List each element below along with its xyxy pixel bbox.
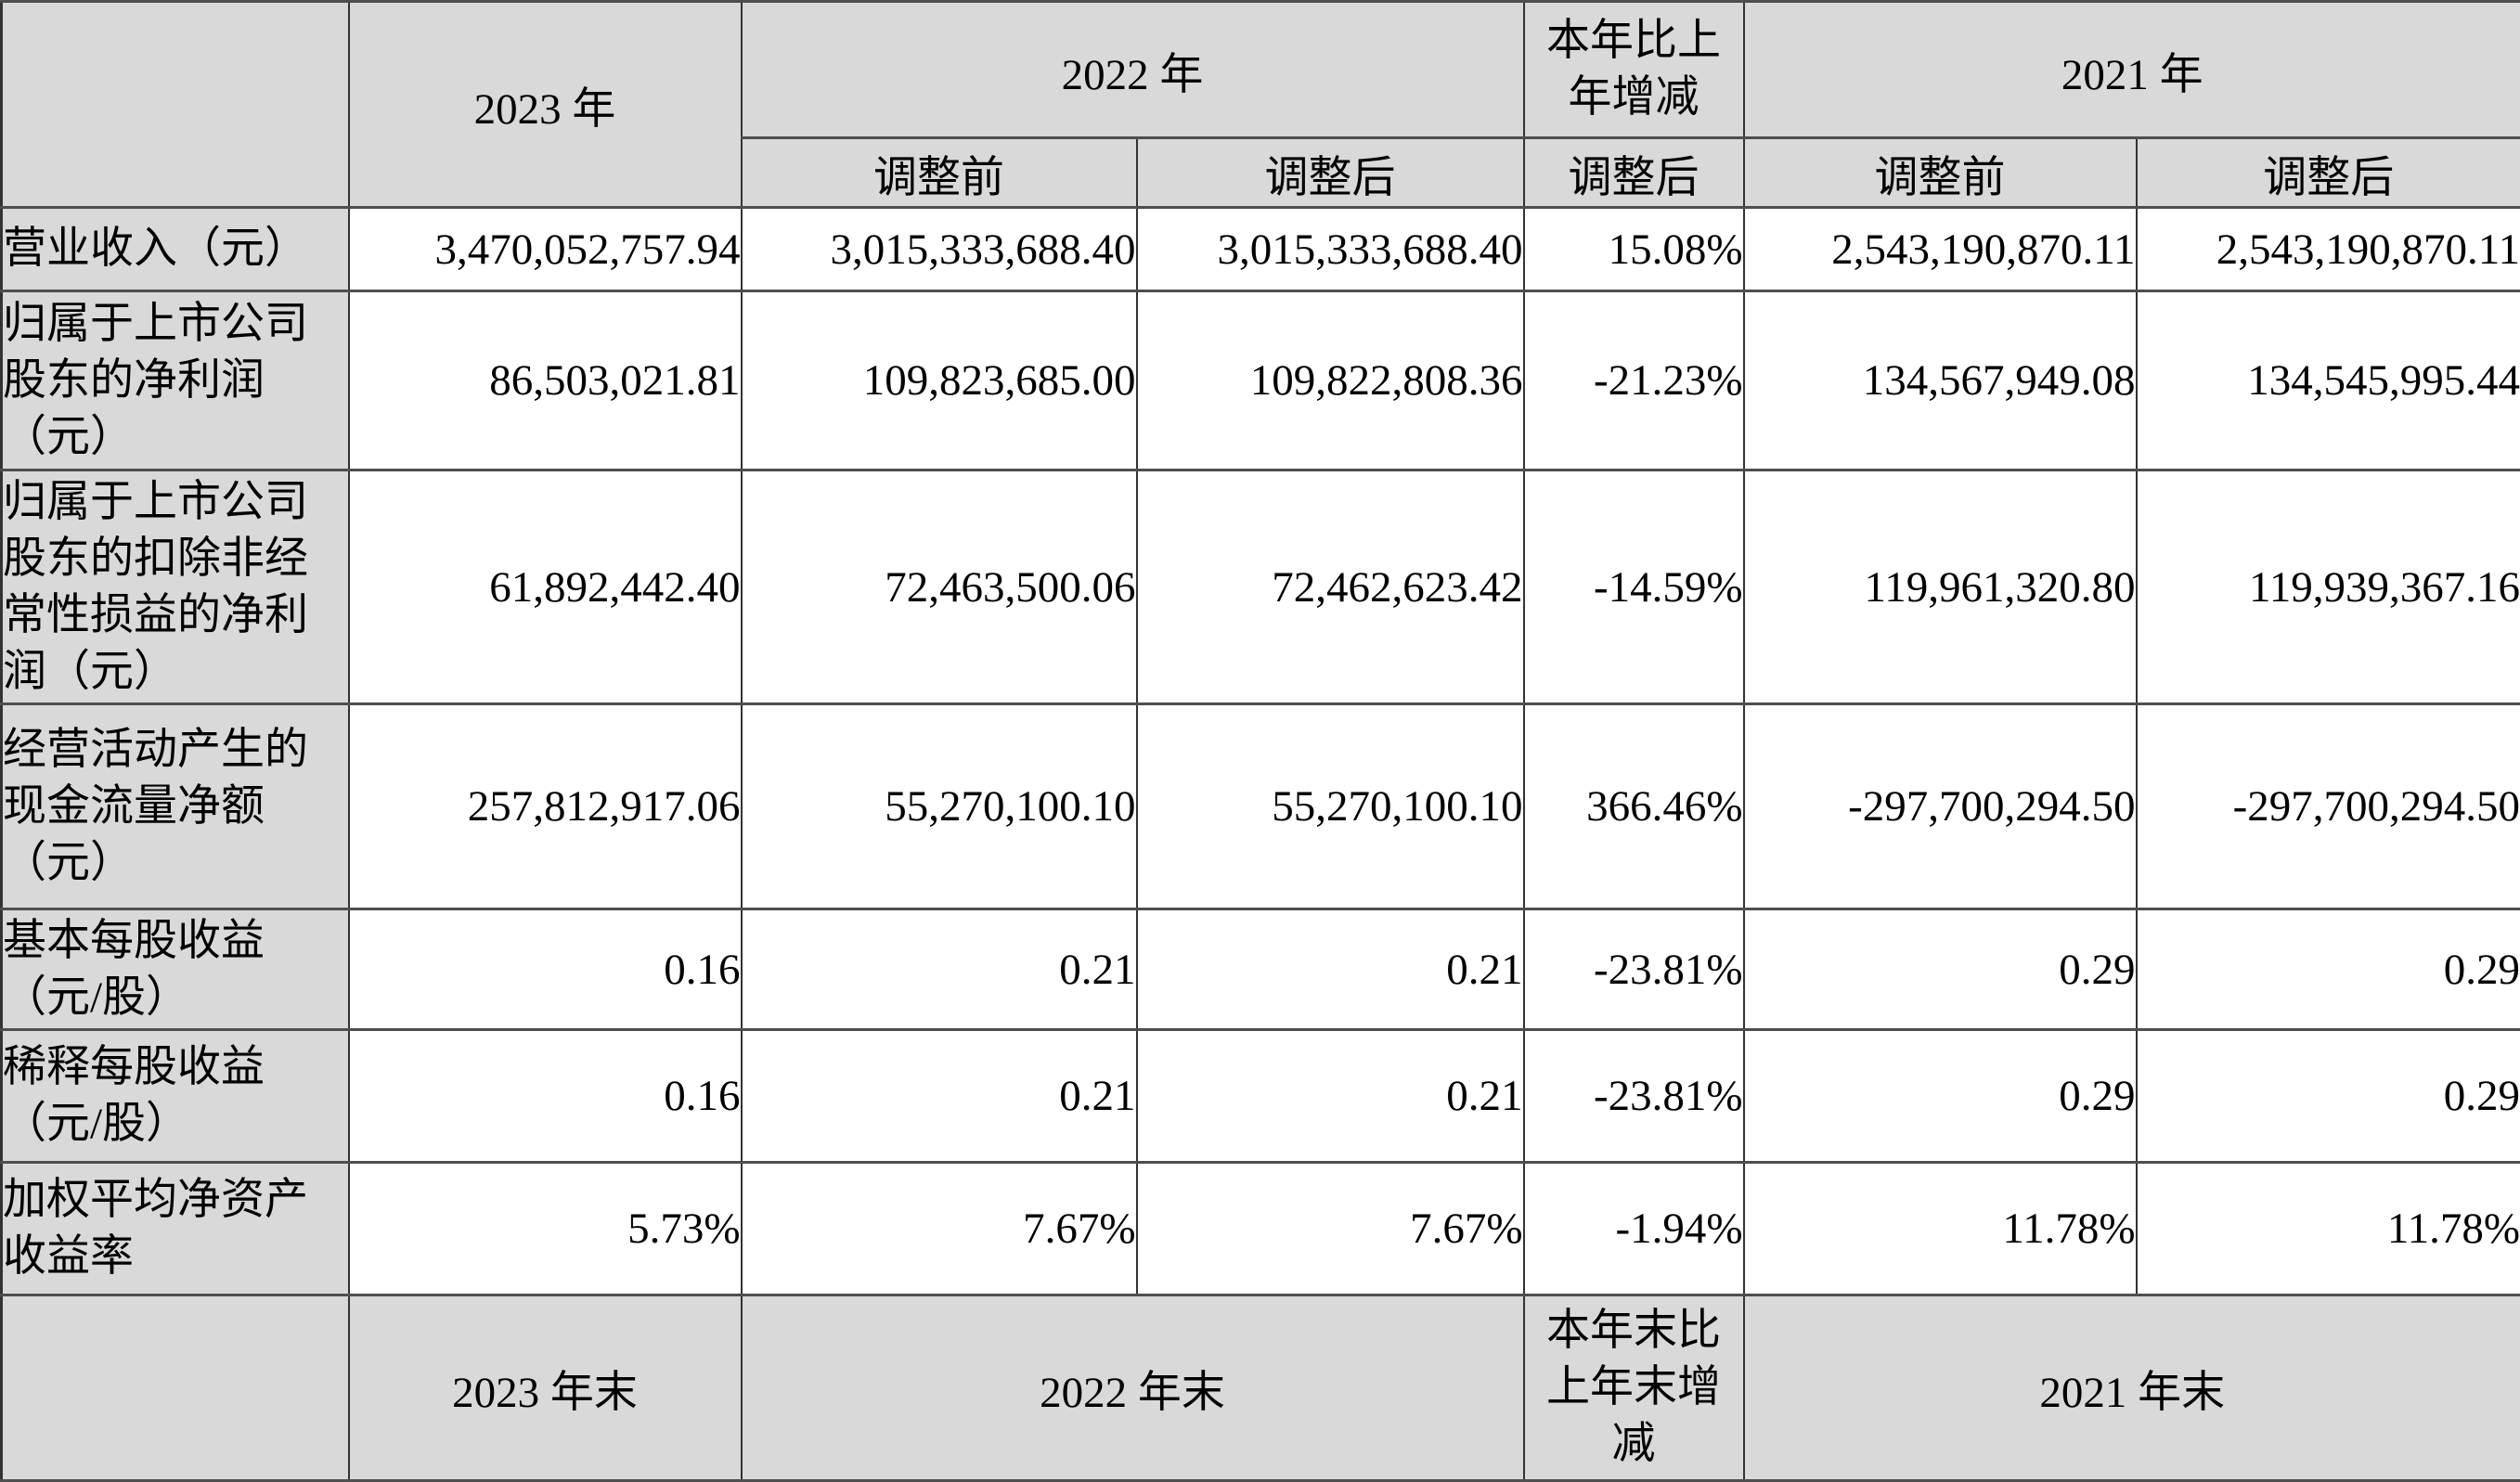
row-label-basic-eps: 基本每股收益 （元/股）	[2, 909, 349, 1030]
row-label-weighted-avg-roe: 加权平均净资产 收益率	[2, 1163, 349, 1295]
value-cell: 2,543,190,870.11	[1744, 208, 2137, 291]
value-cell: 0.29	[1744, 1030, 2137, 1163]
value-cell: 109,823,685.00	[742, 291, 1137, 470]
value-cell: -23.81%	[1524, 909, 1744, 1030]
value-cell: 2,543,190,870.11	[2137, 208, 2520, 291]
value-cell: 366.46%	[1524, 704, 1744, 909]
row-label-operating-cash-flow: 经营活动产生的 现金流量净额 （元）	[2, 704, 349, 909]
table-row: 基本每股收益 （元/股） 0.16 0.21 0.21 -23.81% 0.29…	[2, 909, 2520, 1030]
row-label-revenue: 营业收入（元）	[2, 208, 349, 291]
header-year-2022: 2022 年	[742, 2, 1524, 138]
value-cell: -23.81%	[1524, 1030, 1744, 1163]
value-cell: 0.16	[349, 909, 742, 1030]
value-cell: 3,015,333,688.40	[742, 208, 1137, 291]
value-cell: 61,892,442.40	[349, 470, 742, 704]
value-cell: 55,270,100.10	[1137, 704, 1524, 909]
value-cell: -21.23%	[1524, 291, 1744, 470]
subheader-2021-adjust-after: 调整后	[2137, 138, 2520, 208]
value-cell: 119,961,320.80	[1744, 470, 2137, 704]
footer-2023-year-end: 2023 年末	[349, 1295, 742, 1481]
table-row: 稀释每股收益 （元/股） 0.16 0.21 0.21 -23.81% 0.29…	[2, 1030, 2520, 1163]
value-cell: 3,470,052,757.94	[349, 208, 742, 291]
header-year-2021: 2021 年	[1744, 2, 2520, 138]
value-cell: 0.21	[742, 1030, 1137, 1163]
value-cell: 11.78%	[2137, 1163, 2520, 1295]
value-cell: 0.29	[2137, 1030, 2520, 1163]
footer-row-year-end: 2023 年末 2022 年末 本年末比 上年末增 减 2021 年末	[2, 1295, 2520, 1481]
value-cell: 86,503,021.81	[349, 291, 742, 470]
table-row: 营业收入（元） 3,470,052,757.94 3,015,333,688.4…	[2, 208, 2520, 291]
value-cell: 72,462,623.42	[1137, 470, 1524, 704]
header-yoy-change: 本年比上 年增减	[1524, 2, 1744, 138]
row-label-diluted-eps: 稀释每股收益 （元/股）	[2, 1030, 349, 1163]
subheader-yoy-adjust-after: 调整后	[1524, 138, 1744, 208]
value-cell: 134,567,949.08	[1744, 291, 2137, 470]
value-cell: 0.21	[1137, 909, 1524, 1030]
row-label-net-profit-excl-nonrecurring: 归属于上市公司 股东的扣除非经 常性损益的净利 润（元）	[2, 470, 349, 704]
value-cell: 72,463,500.06	[742, 470, 1137, 704]
footer-2021-year-end: 2021 年末	[1744, 1295, 2520, 1481]
table-row: 加权平均净资产 收益率 5.73% 7.67% 7.67% -1.94% 11.…	[2, 1163, 2520, 1295]
footer-2022-year-end: 2022 年末	[742, 1295, 1524, 1481]
table-row: 经营活动产生的 现金流量净额 （元） 257,812,917.06 55,270…	[2, 704, 2520, 909]
value-cell: 5.73%	[349, 1163, 742, 1295]
value-cell: 7.67%	[1137, 1163, 1524, 1295]
footer-yoy-year-end-change: 本年末比 上年末增 减	[1524, 1295, 1744, 1481]
value-cell: -297,700,294.50	[2137, 704, 2520, 909]
table-row: 归属于上市公司 股东的扣除非经 常性损益的净利 润（元） 61,892,442.…	[2, 470, 2520, 704]
value-cell: 0.29	[2137, 909, 2520, 1030]
value-cell: 119,939,367.16	[2137, 470, 2520, 704]
value-cell: 109,822,808.36	[1137, 291, 1524, 470]
value-cell: 134,545,995.44	[2137, 291, 2520, 470]
value-cell: -297,700,294.50	[1744, 704, 2137, 909]
corner-blank-cell	[2, 2, 349, 208]
row-label-net-profit: 归属于上市公司 股东的净利润 （元）	[2, 291, 349, 470]
value-cell: 3,015,333,688.40	[1137, 208, 1524, 291]
value-cell: 0.29	[1744, 909, 2137, 1030]
header-row-years: 2023 年 2022 年 本年比上 年增减 2021 年	[2, 2, 2520, 138]
header-year-2023: 2023 年	[349, 2, 742, 208]
value-cell: 257,812,917.06	[349, 704, 742, 909]
value-cell: -1.94%	[1524, 1163, 1744, 1295]
value-cell: 7.67%	[742, 1163, 1137, 1295]
subheader-2022-adjust-before: 调整前	[742, 138, 1137, 208]
subheader-2021-adjust-before: 调整前	[1744, 138, 2137, 208]
value-cell: 11.78%	[1744, 1163, 2137, 1295]
value-cell: 0.21	[1137, 1030, 1524, 1163]
value-cell: 0.21	[742, 909, 1137, 1030]
subheader-2022-adjust-after: 调整后	[1137, 138, 1524, 208]
value-cell: 0.16	[349, 1030, 742, 1163]
value-cell: -14.59%	[1524, 470, 1744, 704]
value-cell: 15.08%	[1524, 208, 1744, 291]
table-row: 归属于上市公司 股东的净利润 （元） 86,503,021.81 109,823…	[2, 291, 2520, 470]
footer-blank-cell	[2, 1295, 349, 1481]
value-cell: 55,270,100.10	[742, 704, 1137, 909]
